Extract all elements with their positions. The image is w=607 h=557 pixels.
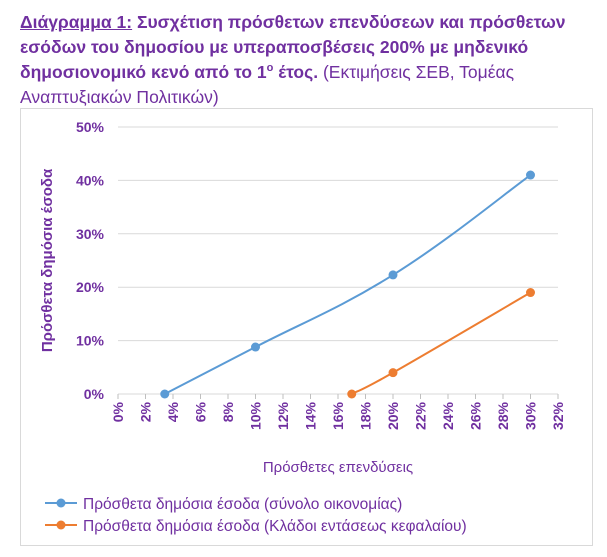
x-tick-label: 28% xyxy=(495,401,511,430)
x-tick-label: 20% xyxy=(385,401,401,430)
chart-area: 0% 10% 20% 30% 40% 50% 0% 2% 4% 6% 8% 10% 12% 14% 16% 1… xyxy=(20,108,593,546)
legend-label: Πρόσθετα δημόσια έσοδα (Κλάδοι εντάσεως … xyxy=(83,518,467,535)
x-tick-label: 4% xyxy=(165,401,181,422)
series-2-point xyxy=(526,288,535,298)
series-1-point xyxy=(526,170,535,180)
x-tick-label: 24% xyxy=(440,401,456,430)
series-1-line xyxy=(164,174,532,395)
x-tick-label: 2% xyxy=(138,401,154,422)
x-tick-label: 16% xyxy=(330,401,346,430)
axes xyxy=(117,393,559,399)
legend-label: Πρόσθετα δημόσια έσοδα (σύνολο οικονομία… xyxy=(83,496,402,513)
y-tick-label: 30% xyxy=(76,226,105,242)
caption-title: Συσχέτιση πρόσθετων επενδύσεων και πρόσθ… xyxy=(20,12,566,82)
x-tick-label: 6% xyxy=(193,401,209,422)
legend: Πρόσθετα δημόσια έσοδα (σύνολο οικονομία… xyxy=(45,496,467,535)
caption-title-end: έτος. xyxy=(273,62,319,82)
x-tick-label: 8% xyxy=(220,401,236,422)
y-axis-title: Πρόσθετα δημόσια έσοδα xyxy=(39,168,56,352)
axis-labels: 0% 10% 20% 30% 40% 50% 0% 2% 4% 6% 8% 10% 12% 14% 16% 1… xyxy=(39,119,566,476)
x-tick-label: 22% xyxy=(413,401,429,430)
series-2-point xyxy=(347,389,357,399)
x-tick-label: 26% xyxy=(468,401,484,430)
x-axis-title: Πρόσθετες επενδύσεις xyxy=(263,459,413,476)
line-chart: 0% 10% 20% 30% 40% 50% 0% 2% 4% 6% 8% 10% 12% 14% 16% 1… xyxy=(39,119,566,535)
caption-title-sup: ο xyxy=(266,62,274,75)
y-tick-label: 20% xyxy=(76,279,105,295)
series-2-line xyxy=(351,291,532,395)
series xyxy=(160,170,535,399)
x-tick-label: 0% xyxy=(110,401,126,422)
series-2-point xyxy=(388,368,398,378)
x-tick-label: 30% xyxy=(523,401,539,430)
x-tick-label: 10% xyxy=(248,401,264,430)
chart-caption: Διάγραμμα 1: Συσχέτιση πρόσθετων επενδύσ… xyxy=(20,10,595,110)
series-1-point xyxy=(251,342,260,352)
y-tick-label: 50% xyxy=(76,119,105,135)
legend-swatch-marker xyxy=(56,520,66,530)
series-1-point xyxy=(388,270,398,280)
legend-swatch-marker xyxy=(56,498,66,508)
gridlines xyxy=(118,126,558,342)
y-tick-label: 10% xyxy=(76,333,105,349)
caption-title-main: Συσχέτιση πρόσθετων επενδύσεων και πρόσθ… xyxy=(20,12,566,82)
caption-label: Διάγραμμα 1: xyxy=(20,12,133,32)
x-tick-label: 18% xyxy=(358,401,374,430)
x-tick-label: 12% xyxy=(275,401,291,430)
x-tick-label: 32% xyxy=(550,401,566,430)
x-tick-label: 14% xyxy=(303,401,319,430)
y-tick-label: 40% xyxy=(76,172,105,188)
series-1-point xyxy=(160,389,170,399)
y-tick-label: 0% xyxy=(84,386,105,402)
caption-note: (Εκτιμήσεις ΣΕΒ, Τομέας Αναπτυξιακών Πολ… xyxy=(20,62,515,107)
